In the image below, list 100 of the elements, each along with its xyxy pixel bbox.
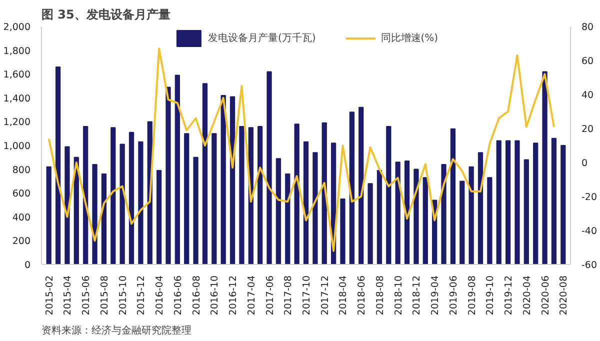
x-tick-label: 2018-04 xyxy=(338,275,350,316)
bar xyxy=(496,140,502,264)
y-tick-label: 0 xyxy=(24,260,31,271)
y2-tick-label: -20 xyxy=(582,192,598,203)
bar xyxy=(404,160,410,264)
bar xyxy=(294,124,300,264)
y-tick-label: 1,800 xyxy=(3,46,31,57)
legend-label: 发电设备月产量(万千瓦) xyxy=(208,32,316,45)
bar xyxy=(322,122,327,264)
bar xyxy=(276,158,282,264)
y2-tick-label: 20 xyxy=(582,124,594,135)
x-tick-label: 2015-10 xyxy=(118,275,129,316)
x-tick-label: 2017-10 xyxy=(302,275,312,316)
x-tick-label: 2020-06 xyxy=(540,275,552,316)
bar xyxy=(487,177,492,264)
y2-tick-label: 80 xyxy=(582,22,594,33)
bar xyxy=(340,198,346,264)
x-tick-label: 2020-08 xyxy=(558,275,570,316)
bar xyxy=(450,128,456,264)
x-tick-label: 2018-06 xyxy=(356,275,368,316)
bar xyxy=(110,127,116,264)
bar xyxy=(193,156,198,264)
y-tick-label: 200 xyxy=(12,236,31,248)
y2-tick-label: 40 xyxy=(582,90,594,101)
bar xyxy=(368,183,373,264)
y2-tick-label: 0 xyxy=(582,158,588,169)
y-tick-label: 1,000 xyxy=(3,141,31,152)
bar xyxy=(101,174,107,264)
chart-title: 图 35、发电设备月产量 xyxy=(42,8,170,22)
x-tick-label: 2015-04 xyxy=(62,275,74,316)
bar xyxy=(312,152,318,264)
bar xyxy=(478,152,484,264)
x-tick-label: 2019-04 xyxy=(430,275,442,316)
x-tick-label: 2015-12 xyxy=(136,275,148,316)
bar xyxy=(422,177,428,264)
bar xyxy=(303,141,309,264)
bar xyxy=(174,74,180,264)
line-series xyxy=(48,48,555,252)
y-tick-label: 1,400 xyxy=(3,93,31,104)
bar xyxy=(64,146,70,264)
y2-tick-label: -40 xyxy=(582,226,598,237)
x-tick-label: 2017-12 xyxy=(320,275,331,316)
x-tick-label: 2017-08 xyxy=(283,275,294,316)
bar xyxy=(358,106,364,264)
x-tick-label: 2019-06 xyxy=(448,275,460,316)
y-tick-label: 400 xyxy=(12,212,31,224)
bar xyxy=(46,166,52,264)
y-tick-label: 600 xyxy=(12,188,31,200)
bar xyxy=(55,66,61,264)
x-tick-label: 2018-10 xyxy=(393,275,404,316)
bar xyxy=(166,86,171,264)
bar xyxy=(285,174,290,264)
bar xyxy=(239,126,244,264)
bar xyxy=(376,170,382,264)
x-tick-label: 2019-10 xyxy=(485,275,496,316)
x-tick-label: 2019-08 xyxy=(466,275,478,316)
bar xyxy=(468,166,474,264)
bar xyxy=(92,164,98,264)
bar xyxy=(220,95,226,264)
x-tick-label: 2018-08 xyxy=(374,275,386,316)
y-tick-label: 2,000 xyxy=(3,22,31,33)
bar xyxy=(128,132,134,264)
x-tick-label: 2016-08 xyxy=(191,275,202,316)
bar xyxy=(138,141,144,264)
bar xyxy=(212,133,217,264)
x-tick-label: 2017-04 xyxy=(246,275,258,316)
bar xyxy=(156,170,162,264)
x-tick-label: 2015-02 xyxy=(44,275,56,316)
bar xyxy=(460,180,465,264)
bar xyxy=(533,142,538,264)
bar xyxy=(184,133,190,264)
bar xyxy=(120,144,125,264)
y-tick-label: 1,200 xyxy=(3,117,31,128)
bar xyxy=(395,162,400,264)
y2-tick-label: -60 xyxy=(582,260,598,271)
y2-tick-label: 60 xyxy=(582,56,594,67)
bar xyxy=(386,126,392,264)
bar xyxy=(514,140,520,264)
bar xyxy=(551,138,557,264)
x-tick-label: 2017-06 xyxy=(264,275,276,316)
y-tick-label: 800 xyxy=(12,164,31,176)
x-tick-label: 2016-10 xyxy=(210,275,221,316)
bar xyxy=(542,71,548,264)
bar xyxy=(266,71,272,264)
text: 资料来源：经济与金融研究院整理 xyxy=(42,324,192,336)
bar xyxy=(441,164,446,264)
bar xyxy=(83,126,88,264)
bar xyxy=(505,140,511,264)
x-tick-label: 2015-08 xyxy=(99,275,110,316)
bar xyxy=(202,83,208,264)
x-tick-label: 2018-12 xyxy=(412,275,423,316)
y-tick-label: 1,600 xyxy=(3,70,31,81)
x-tick-label: 2016-06 xyxy=(172,275,184,316)
legend-label: 同比增速(%) xyxy=(380,32,438,45)
x-tick-label: 2020-04 xyxy=(522,275,533,316)
x-tick-label: 2016-12 xyxy=(228,275,240,316)
bar xyxy=(524,159,529,264)
bar xyxy=(349,112,354,264)
bar xyxy=(414,168,419,264)
bar xyxy=(560,145,566,264)
